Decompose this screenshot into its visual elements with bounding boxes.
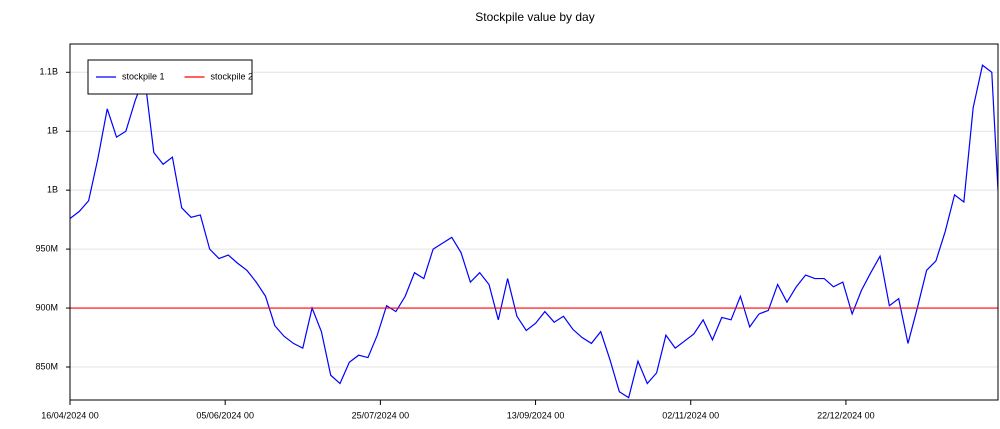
- series-line: [70, 64, 998, 399]
- legend-label: stockpile 2: [211, 71, 254, 81]
- y-tick-label: 900M: [35, 302, 58, 312]
- x-tick-label: 02/11/2024 00: [662, 410, 719, 420]
- x-tick-label: 22/12/2024 00: [817, 410, 875, 420]
- chart-title: Stockpile value by day: [475, 10, 594, 24]
- plot-area: [70, 64, 998, 399]
- x-tick-label: 13/09/2024 00: [507, 410, 565, 420]
- grid: 850M 900M 950M 1B 1B 1.1B 16/04/2024 00 05/06/2…: [35, 67, 998, 420]
- y-tick-label: 1B: [47, 126, 58, 136]
- y-tick-label: 850M: [35, 361, 58, 371]
- legend-label: stockpile 1: [122, 71, 165, 81]
- x-tick-label: 25/07/2024 00: [352, 410, 410, 420]
- y-tick-label: 1.1B: [39, 67, 58, 77]
- x-tick-label: 16/04/2024 00: [41, 410, 99, 420]
- legend: stockpile 1 stockpile 2: [87, 59, 254, 95]
- x-tick-label: 05/06/2024 00: [196, 410, 254, 420]
- plot-frame: [69, 43, 999, 401]
- y-tick-label: 1B: [47, 185, 58, 195]
- y-tick-label: 950M: [35, 243, 58, 253]
